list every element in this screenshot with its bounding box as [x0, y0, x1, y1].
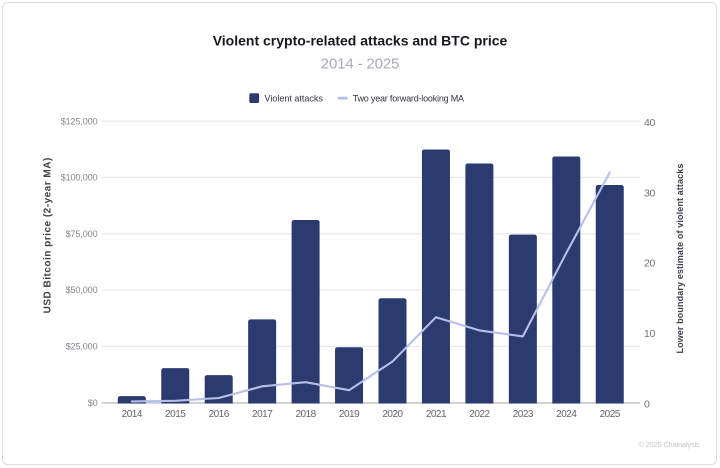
- svg-text:2016: 2016: [209, 409, 230, 420]
- svg-text:$75,000: $75,000: [66, 229, 98, 239]
- svg-text:Lower boundary estimate of vio: Lower boundary estimate of violent attac…: [675, 163, 685, 353]
- svg-text:© 2025 Chainalysis: © 2025 Chainalysis: [638, 440, 700, 449]
- svg-text:2017: 2017: [252, 409, 273, 420]
- svg-text:Two year forward-looking MA: Two year forward-looking MA: [353, 93, 464, 103]
- svg-text:40: 40: [644, 117, 656, 129]
- svg-text:2020: 2020: [382, 409, 403, 420]
- svg-text:2023: 2023: [513, 409, 534, 420]
- svg-text:2015: 2015: [165, 409, 186, 420]
- svg-text:2024: 2024: [556, 409, 577, 420]
- svg-text:2014: 2014: [122, 409, 143, 420]
- svg-text:$0: $0: [88, 398, 98, 408]
- svg-text:Violent crypto-related attacks: Violent crypto-related attacks and BTC p…: [213, 33, 508, 49]
- svg-text:USD Bitcoin price (2-year MA): USD Bitcoin price (2-year MA): [43, 157, 54, 313]
- svg-text:2022: 2022: [469, 409, 490, 420]
- svg-text:0: 0: [644, 399, 650, 411]
- svg-text:30: 30: [644, 187, 656, 199]
- svg-text:$125,000: $125,000: [61, 116, 98, 126]
- svg-text:$50,000: $50,000: [66, 285, 98, 295]
- svg-text:2025: 2025: [600, 409, 621, 420]
- svg-text:20: 20: [644, 258, 656, 270]
- svg-text:10: 10: [644, 328, 656, 340]
- svg-text:2014 - 2025: 2014 - 2025: [321, 56, 399, 73]
- svg-text:2018: 2018: [295, 409, 316, 420]
- svg-text:2019: 2019: [339, 409, 360, 420]
- svg-text:2021: 2021: [426, 409, 447, 420]
- svg-text:$100,000: $100,000: [61, 173, 98, 183]
- svg-text:$25,000: $25,000: [66, 342, 98, 352]
- svg-text:Violent attacks: Violent attacks: [265, 93, 324, 103]
